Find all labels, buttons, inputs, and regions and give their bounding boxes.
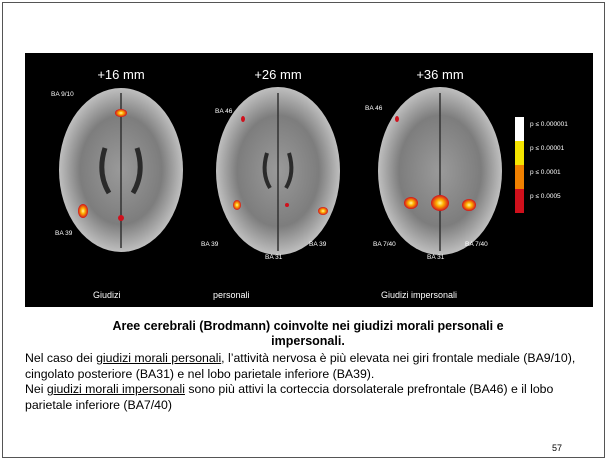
underlined-text: giudizi morali impersonali xyxy=(46,382,185,396)
slice-label: +36 mm xyxy=(416,67,463,82)
region-label: BA 9/10 xyxy=(51,91,74,98)
legend-label: p ≤ 0.00001 xyxy=(530,145,565,152)
region-label: BA 39 xyxy=(55,230,73,237)
legend-label: p ≤ 0.0005 xyxy=(530,193,561,200)
region-label: BA 7/40 xyxy=(373,241,396,248)
figure-caption: personali xyxy=(213,290,250,300)
slide: +16 mm +26 mm +36 mm BA 9/10 BA 39 BA 46… xyxy=(2,2,605,458)
body-text: Nel caso dei giudizi morali personali, l… xyxy=(25,351,595,413)
region-label: BA 46 xyxy=(215,108,233,115)
legend-label: p ≤ 0.0001 xyxy=(530,169,561,176)
figure-caption: Giudizi xyxy=(93,290,121,300)
brain-slice xyxy=(59,88,183,252)
region-label: BA 7/40 xyxy=(465,241,488,248)
paragraph: Nel caso dei giudizi morali personali, l… xyxy=(25,351,595,382)
text: Nei xyxy=(25,382,47,396)
legend-bar xyxy=(515,117,524,213)
text: sono più attivi la corteccia dorsolatera… xyxy=(25,382,554,412)
figure-caption: Giudizi impersonali xyxy=(381,290,457,300)
slice-label: +26 mm xyxy=(254,67,301,82)
underlined-text: giudizi morali personali xyxy=(96,351,222,365)
brain-slice xyxy=(216,87,340,255)
caption: Aree cerebrali (Brodmann) coinvolte nei … xyxy=(112,319,504,348)
region-label: BA 46 xyxy=(365,105,383,112)
brain-slice xyxy=(378,87,502,255)
region-label: BA 31 xyxy=(427,254,445,261)
slice-label: +16 mm xyxy=(97,67,144,82)
region-label: BA 39 xyxy=(201,241,219,248)
page-number: 57 xyxy=(552,443,563,453)
brain-figure: +16 mm +26 mm +36 mm BA 9/10 BA 39 BA 46… xyxy=(25,53,593,307)
region-label: BA 31 xyxy=(265,254,283,261)
region-label: BA 39 xyxy=(309,241,327,248)
legend-label: p ≤ 0.000001 xyxy=(530,121,568,128)
paragraph: Nei giudizi morali impersonali sono più … xyxy=(25,382,595,413)
text: Nel caso dei xyxy=(25,351,97,365)
text: , l’attività nervosa è più elevata nei g… xyxy=(25,351,576,381)
